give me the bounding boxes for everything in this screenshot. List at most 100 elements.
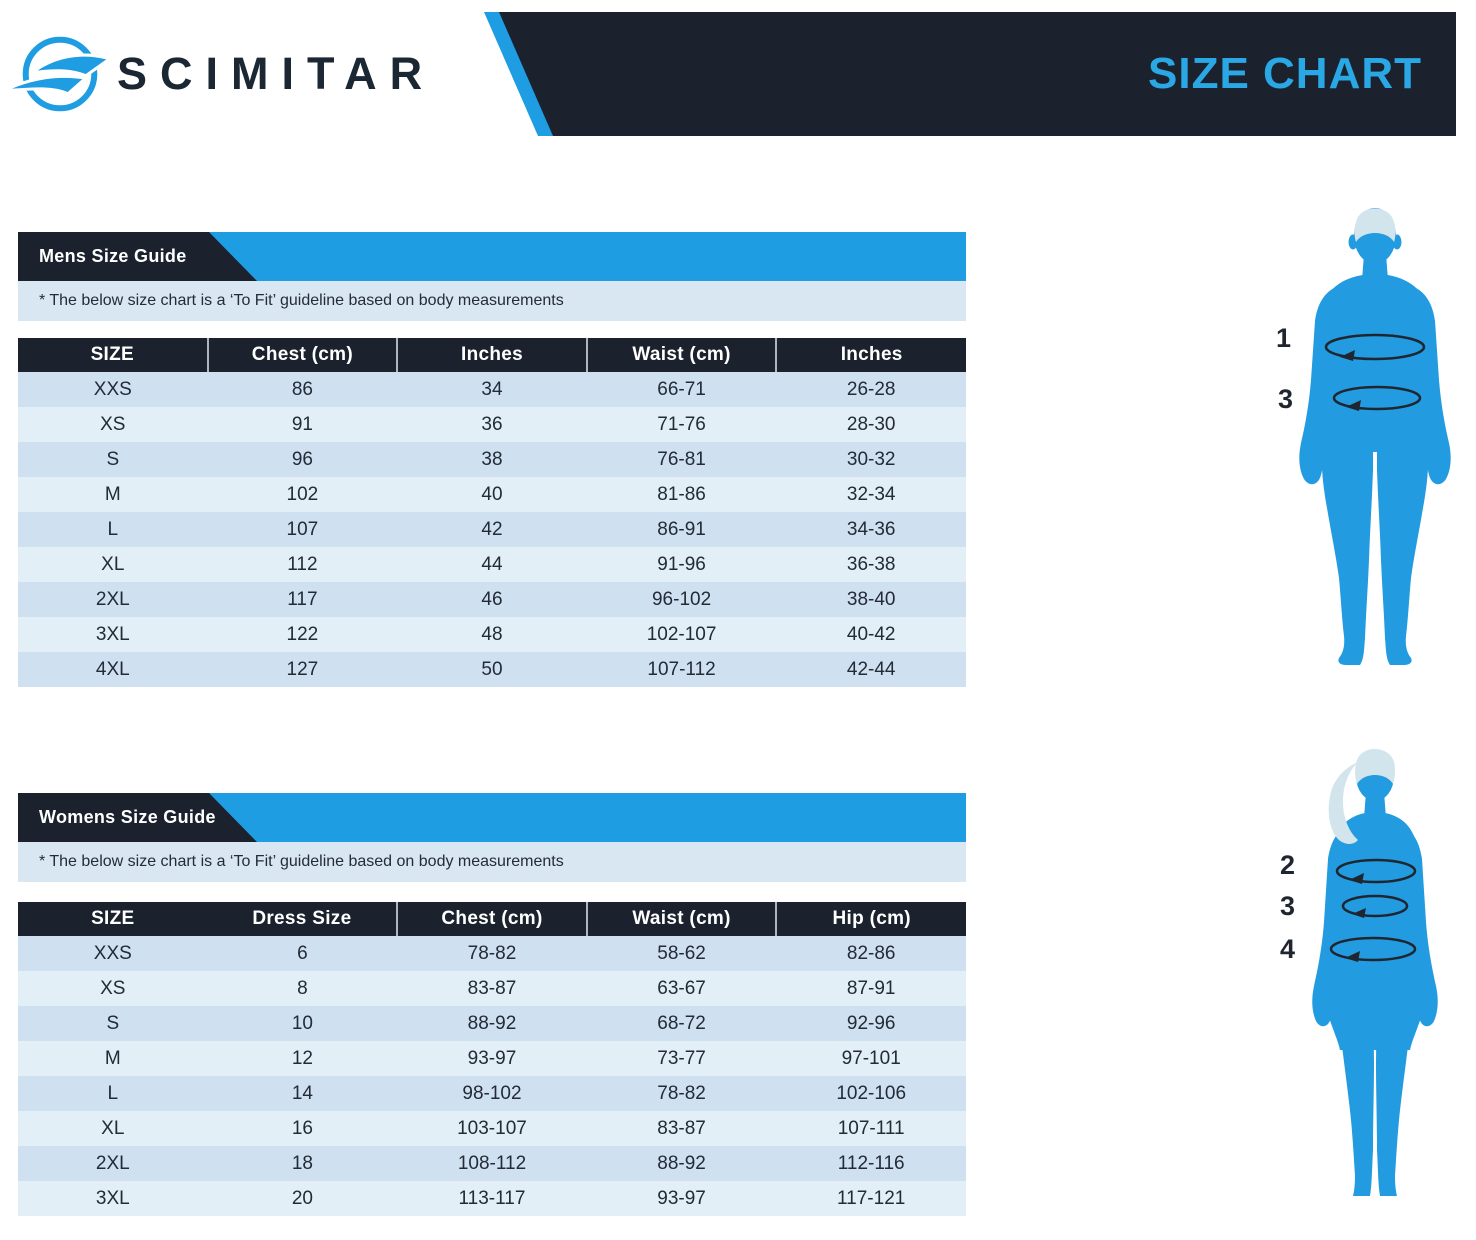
table-cell: 107-112 bbox=[586, 652, 777, 687]
female-waist-measure bbox=[1341, 894, 1409, 918]
table-cell: 98-102 bbox=[397, 1076, 587, 1111]
table-cell: S bbox=[18, 1006, 208, 1041]
title-banner: SIZE CHART bbox=[480, 12, 1456, 136]
table-cell: 81-86 bbox=[586, 477, 777, 512]
female-hip-measure bbox=[1329, 936, 1417, 962]
table-cell: 86 bbox=[207, 372, 398, 407]
table-cell: M bbox=[18, 1041, 208, 1076]
table-cell: 127 bbox=[207, 652, 398, 687]
table-cell: 96-102 bbox=[586, 582, 777, 617]
table-cell: 42-44 bbox=[776, 652, 966, 687]
table-cell: 16 bbox=[207, 1111, 398, 1146]
womens-section-title: Womens Size Guide bbox=[39, 807, 216, 827]
table-cell: 97-101 bbox=[776, 1041, 966, 1076]
table-cell: 102-107 bbox=[586, 617, 777, 652]
male-hair bbox=[1354, 208, 1396, 242]
table-cell: 93-97 bbox=[586, 1181, 777, 1216]
table-cell: 26-28 bbox=[776, 372, 966, 407]
table-cell: 107 bbox=[207, 512, 398, 547]
female-chest-measure bbox=[1335, 858, 1417, 884]
table-cell: 83-87 bbox=[586, 1111, 777, 1146]
table-cell: 40-42 bbox=[776, 617, 966, 652]
column-header: Inches bbox=[775, 338, 966, 372]
table-cell: 12 bbox=[207, 1041, 398, 1076]
table-cell: 28-30 bbox=[776, 407, 966, 442]
mens-note: * The below size chart is a ‘To Fit’ gui… bbox=[39, 292, 564, 309]
table-cell: XXS bbox=[18, 936, 208, 971]
table-cell: 18 bbox=[207, 1146, 398, 1181]
table-cell: 3XL bbox=[18, 1181, 208, 1216]
table-row: 3XL 122 48 102-107 40-42 bbox=[18, 617, 966, 652]
table-cell: 10 bbox=[207, 1006, 398, 1041]
column-header: SIZE bbox=[18, 338, 208, 372]
table-cell: 108-112 bbox=[397, 1146, 587, 1181]
mens-table-body: XXS 86 34 66-71 26-28 XS 91 36 71-76 28-30 S 96 38 76… bbox=[18, 372, 966, 687]
column-header: Hip (cm) bbox=[775, 902, 966, 936]
womens-table-header: SIZE Dress Size Chest (cm) Waist (cm) Hip (c… bbox=[18, 902, 966, 936]
table-cell: 103-107 bbox=[397, 1111, 587, 1146]
mens-header-row: SIZE Chest (cm) Inches Waist (cm) Inches bbox=[18, 338, 966, 372]
table-cell: 50 bbox=[397, 652, 587, 687]
mens-size-table: SIZE Chest (cm) Inches Waist (cm) Inches XXS… bbox=[18, 338, 966, 687]
table-row: L 14 98-102 78-82 102-106 bbox=[18, 1076, 966, 1111]
table-cell: 71-76 bbox=[586, 407, 777, 442]
table-cell: 91-96 bbox=[586, 547, 777, 582]
table-cell: 14 bbox=[207, 1076, 398, 1111]
table-cell: 36-38 bbox=[776, 547, 966, 582]
mens-table-header: SIZE Chest (cm) Inches Waist (cm) Inches bbox=[18, 338, 966, 372]
table-cell: 8 bbox=[207, 971, 398, 1006]
table-cell: 46 bbox=[397, 582, 587, 617]
table-cell: XXS bbox=[18, 372, 208, 407]
male-chest-label: 1 bbox=[1276, 323, 1291, 353]
mens-section-title: Mens Size Guide bbox=[39, 246, 187, 266]
table-cell: 2XL bbox=[18, 1146, 208, 1181]
female-body-silhouette bbox=[1312, 751, 1438, 1196]
table-cell: 82-86 bbox=[776, 936, 966, 971]
table-cell: 38 bbox=[397, 442, 587, 477]
table-cell: 34 bbox=[397, 372, 587, 407]
table-cell: 76-81 bbox=[586, 442, 777, 477]
table-cell: 92-96 bbox=[776, 1006, 966, 1041]
brand-wordmark: SCIMITAR bbox=[117, 48, 436, 99]
table-row: 3XL 20 113-117 93-97 117-121 bbox=[18, 1181, 966, 1216]
table-cell: 44 bbox=[397, 547, 587, 582]
table-cell: 40 bbox=[397, 477, 587, 512]
table-cell: 42 bbox=[397, 512, 587, 547]
table-cell: 107-111 bbox=[776, 1111, 966, 1146]
table-cell: 78-82 bbox=[586, 1076, 777, 1111]
table-cell: 112 bbox=[207, 547, 398, 582]
table-row: S 96 38 76-81 30-32 bbox=[18, 442, 966, 477]
table-cell: 102-106 bbox=[776, 1076, 966, 1111]
womens-section-banner: Womens Size Guide bbox=[18, 793, 966, 842]
mens-note-strip: * The below size chart is a ‘To Fit’ gui… bbox=[18, 281, 966, 321]
table-cell: 6 bbox=[207, 936, 398, 971]
womens-size-table: SIZE Dress Size Chest (cm) Waist (cm) Hip (c… bbox=[18, 902, 966, 1216]
column-header: Inches bbox=[396, 338, 587, 372]
womens-header-row: SIZE Dress Size Chest (cm) Waist (cm) Hip (c… bbox=[18, 902, 966, 936]
male-waist-label: 3 bbox=[1278, 384, 1293, 414]
table-row: XS 8 83-87 63-67 87-91 bbox=[18, 971, 966, 1006]
table-cell: 88-92 bbox=[397, 1006, 587, 1041]
womens-note: * The below size chart is a ‘To Fit’ gui… bbox=[39, 853, 564, 870]
table-cell: S bbox=[18, 442, 208, 477]
table-cell: XS bbox=[18, 971, 208, 1006]
table-cell: 32-34 bbox=[776, 477, 966, 512]
table-row: L 107 42 86-91 34-36 bbox=[18, 512, 966, 547]
page-title: SIZE CHART bbox=[1148, 49, 1422, 98]
table-cell: 87-91 bbox=[776, 971, 966, 1006]
table-cell: 34-36 bbox=[776, 512, 966, 547]
column-header: Chest (cm) bbox=[396, 902, 587, 936]
title-banner-background bbox=[497, 12, 1456, 136]
table-cell: 38-40 bbox=[776, 582, 966, 617]
table-row: XS 91 36 71-76 28-30 bbox=[18, 407, 966, 442]
male-figure-illustration: 1 3 bbox=[1276, 208, 1451, 665]
table-row: XL 16 103-107 83-87 107-111 bbox=[18, 1111, 966, 1146]
female-hair bbox=[1328, 748, 1396, 844]
table-cell: L bbox=[18, 1076, 208, 1111]
table-cell: 2XL bbox=[18, 582, 208, 617]
table-cell: 63-67 bbox=[586, 971, 777, 1006]
table-cell: 88-92 bbox=[586, 1146, 777, 1181]
table-cell: 58-62 bbox=[586, 936, 777, 971]
table-cell: 117-121 bbox=[776, 1181, 966, 1216]
